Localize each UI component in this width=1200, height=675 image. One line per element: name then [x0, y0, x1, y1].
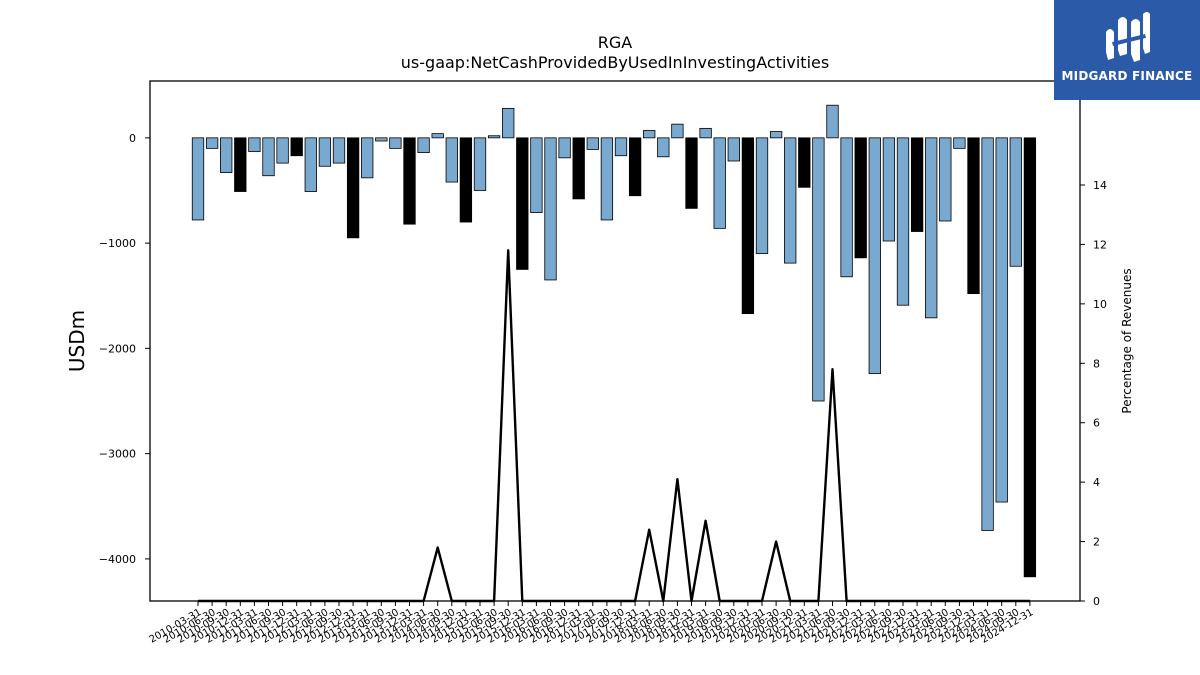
plot-frame [149, 80, 1081, 602]
bar-2018-09-30 [671, 123, 684, 139]
bar-2019-03-31 [699, 127, 712, 139]
bar-2016-06-30 [544, 137, 557, 281]
bar-2014-03-31 [417, 137, 430, 153]
y2-tick-label-4: 4 [1093, 476, 1100, 489]
y-tick-label--1000: −1000 [99, 237, 136, 250]
bar-2016-09-30 [558, 137, 571, 159]
bar-2012-09-30 [332, 137, 346, 164]
bar-2014-12-31 [459, 137, 473, 223]
bar-2018-03-31 [643, 130, 656, 139]
bar-2014-06-30 [431, 133, 444, 139]
chart-title: RGA [598, 33, 633, 52]
bar-2018-06-30 [657, 137, 670, 158]
bar-2017-03-31 [586, 137, 599, 150]
bar-2021-12-31 [854, 137, 867, 259]
bar-2010-09-30 [220, 137, 233, 173]
y-axis-label: USDm [65, 310, 89, 372]
bar-2011-03-31 [248, 137, 261, 152]
bar-2024-09-30 [1009, 137, 1022, 267]
bar-2019-12-31 [741, 137, 755, 315]
bar-2017-06-30 [600, 137, 614, 221]
bar-2014-09-30 [445, 137, 458, 183]
brand-logo: MIDGARD FINANCE [1054, 0, 1200, 100]
bar-2016-12-31 [572, 137, 585, 200]
y-tick-label--3000: −3000 [99, 448, 136, 461]
y-tick-label--2000: −2000 [99, 342, 136, 355]
bar-2020-12-31 [798, 137, 811, 188]
bar-2010-06-30 [205, 137, 219, 149]
bar-2019-06-30 [713, 137, 726, 229]
y2-tick-label-6: 6 [1093, 417, 1100, 430]
bar-2013-12-31 [403, 137, 416, 225]
midgard-logo-icon [1106, 12, 1150, 62]
bar-2021-06-30 [826, 104, 839, 139]
bar-2013-03-31 [361, 137, 374, 179]
bars-layer [191, 104, 1037, 578]
bar-2020-09-30 [784, 137, 797, 264]
y2-tick-label-8: 8 [1093, 357, 1100, 370]
bar-2024-12-31 [1023, 137, 1037, 578]
bar-2015-12-31 [516, 137, 529, 270]
chart-subtitle: us-gaap:NetCashProvidedByUsedInInvesting… [401, 53, 829, 72]
bar-2021-09-30 [840, 137, 853, 278]
bar-2015-09-30 [502, 107, 515, 139]
y2-axis-label: Percentage of Revenues [1120, 268, 1134, 413]
bar-2017-12-31 [628, 137, 642, 197]
x-axis: 2010-03-312010-06-302010-09-302010-12-31… [148, 601, 1035, 646]
y-tick-label--4000: −4000 [99, 553, 136, 566]
bar-2018-12-31 [685, 137, 698, 209]
bar-2017-09-30 [614, 137, 628, 157]
bar-2010-03-31 [191, 137, 205, 221]
bar-2016-03-31 [530, 137, 543, 213]
bar-2010-12-31 [234, 137, 247, 192]
y2-tick-label-10: 10 [1093, 298, 1107, 311]
brand-name: MIDGARD FINANCE [1061, 69, 1193, 83]
bar-2011-09-30 [276, 137, 289, 164]
bar-2019-09-30 [727, 137, 740, 162]
y-tick-label-0: 0 [129, 132, 136, 145]
bar-2023-09-30 [953, 137, 966, 149]
bar-2015-03-31 [473, 137, 487, 191]
bar-2012-03-31 [304, 137, 317, 192]
bar-2012-12-31 [346, 137, 360, 239]
bar-2022-06-30 [882, 137, 896, 242]
y2-tick-label-12: 12 [1093, 238, 1107, 251]
bar-2024-06-30 [995, 137, 1008, 503]
bar-2012-06-30 [318, 137, 332, 167]
bar-2020-06-30 [769, 131, 783, 139]
bar-2022-12-31 [910, 137, 924, 232]
bar-2020-03-31 [755, 137, 769, 255]
bar-2013-06-30 [375, 137, 388, 142]
y2-tick-label-14: 14 [1093, 179, 1107, 192]
y-axis-right: 0 2 4 6 8 10 12 14 [1080, 179, 1107, 608]
bar-2021-03-31 [812, 137, 825, 402]
y2-tick-label-2: 2 [1093, 536, 1100, 549]
bar-2024-03-31 [981, 137, 994, 531]
bar-2023-06-30 [939, 137, 952, 222]
y2-tick-label-0: 0 [1093, 595, 1100, 608]
bar-2023-03-31 [925, 137, 938, 319]
bar-2022-09-30 [896, 137, 910, 306]
bar-2011-06-30 [262, 137, 275, 177]
bar-2011-12-31 [290, 137, 303, 157]
bar-2015-06-30 [487, 135, 501, 139]
bar-2013-09-30 [389, 137, 402, 149]
y-axis-left: 0 −1000 −2000 −3000 −4000 [99, 132, 150, 566]
bar-2022-03-31 [868, 137, 881, 375]
bar-2023-12-31 [967, 137, 980, 295]
